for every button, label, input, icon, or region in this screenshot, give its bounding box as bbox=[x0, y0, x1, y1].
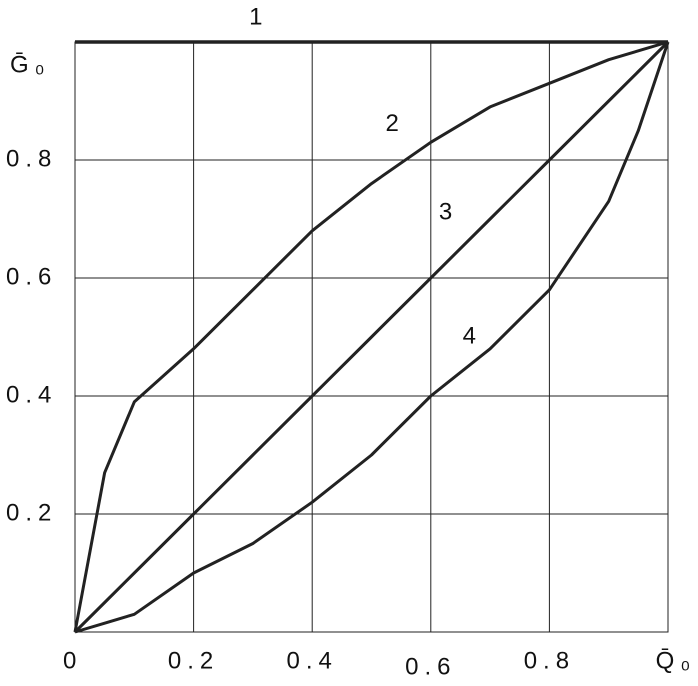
series-line bbox=[73, 40, 669, 633]
y-tick-label: 0.6 bbox=[6, 263, 57, 290]
x-tick-label: Q̄₀ bbox=[656, 647, 697, 674]
y-tick-label: Ḡ₀ bbox=[10, 51, 51, 78]
x-tick-label: 0.8 bbox=[524, 647, 575, 674]
series-label: 3 bbox=[439, 198, 458, 225]
series-label: 4 bbox=[463, 322, 482, 349]
x-tick-label: 0.4 bbox=[287, 647, 338, 674]
series-line bbox=[73, 40, 670, 634]
y-tick-label: 0.8 bbox=[6, 145, 57, 172]
series-label: 2 bbox=[386, 110, 405, 137]
series-line bbox=[74, 41, 670, 634]
y-tick-label: 0.4 bbox=[6, 381, 57, 408]
x-tick-label: 0 bbox=[63, 647, 82, 674]
x-tick-label: 0.2 bbox=[168, 647, 219, 674]
series-label: 1 bbox=[249, 4, 268, 31]
x-tick-label: 0.6 bbox=[405, 653, 456, 680]
y-tick-label: 0.2 bbox=[6, 499, 57, 526]
